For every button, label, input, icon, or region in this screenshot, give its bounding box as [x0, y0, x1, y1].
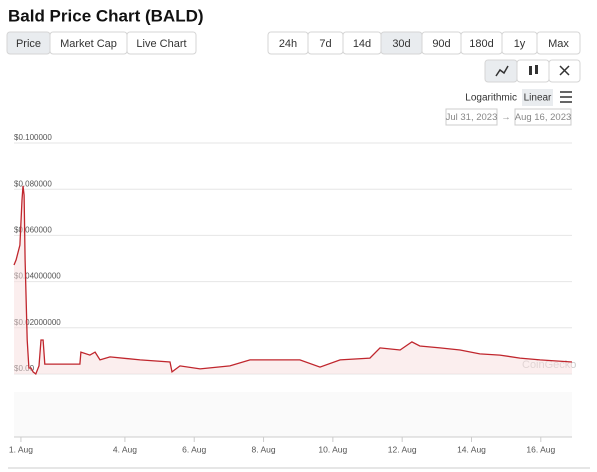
button-label: Max — [548, 38, 569, 50]
button[interactable] — [126, 31, 197, 55]
x-tick-label: 4. Aug — [113, 444, 137, 454]
candle-icon — [535, 65, 538, 74]
scale-option[interactable]: Linear — [524, 93, 552, 104]
button-label: 14d — [353, 38, 371, 50]
date-input[interactable] — [514, 108, 572, 126]
line-icon — [495, 65, 509, 77]
button-label: 7d — [319, 38, 331, 50]
button-label: Market Cap — [60, 38, 117, 50]
date-to: Aug 16, 2023 — [515, 112, 572, 123]
price-line — [13, 185, 573, 376]
scale-option[interactable]: Logarithmic — [465, 93, 517, 104]
button-label: 1y — [514, 38, 526, 50]
price-area — [14, 186, 572, 374]
fullscreen-icon — [559, 65, 570, 76]
x-tick-label: 8. Aug — [251, 444, 275, 454]
x-tick-label: 6. Aug — [182, 444, 206, 454]
x-tick-label: 12. Aug — [388, 444, 417, 454]
y-tick-label: $0.04000000 — [14, 272, 61, 281]
scale-option-active[interactable] — [522, 89, 553, 106]
button[interactable] — [536, 31, 581, 55]
y-tick-label: $0.080000 — [14, 179, 52, 188]
menu-icon[interactable] — [560, 91, 572, 103]
button-label: 30d — [392, 38, 410, 50]
x-tick-label: 16. Aug — [526, 444, 555, 454]
candle-icon — [529, 66, 532, 75]
chart-icons — [484, 59, 581, 103]
date-input[interactable] — [445, 108, 498, 126]
x-tick-label: 14. Aug — [457, 444, 486, 454]
navigator — [14, 392, 572, 437]
x-tick-label: 1. Aug — [9, 444, 33, 454]
date-arrow: → — [501, 112, 511, 123]
y-tick-label: $0.060000 — [14, 226, 52, 235]
candle-chart-button[interactable] — [516, 59, 550, 83]
button-label: 180d — [469, 38, 493, 50]
page-title: Bald Price Chart (BALD) — [8, 6, 204, 25]
x-tick-label: 10. Aug — [318, 444, 347, 454]
button-label: 90d — [432, 38, 450, 50]
date-from: Jul 31, 2023 — [446, 112, 498, 123]
button-label: 24h — [279, 38, 297, 50]
button-label: Price — [16, 38, 41, 50]
y-tick-label: $0.100000 — [14, 133, 52, 142]
button-label: Live Chart — [136, 38, 186, 50]
y-tick-label: $0.02000000 — [14, 318, 61, 327]
